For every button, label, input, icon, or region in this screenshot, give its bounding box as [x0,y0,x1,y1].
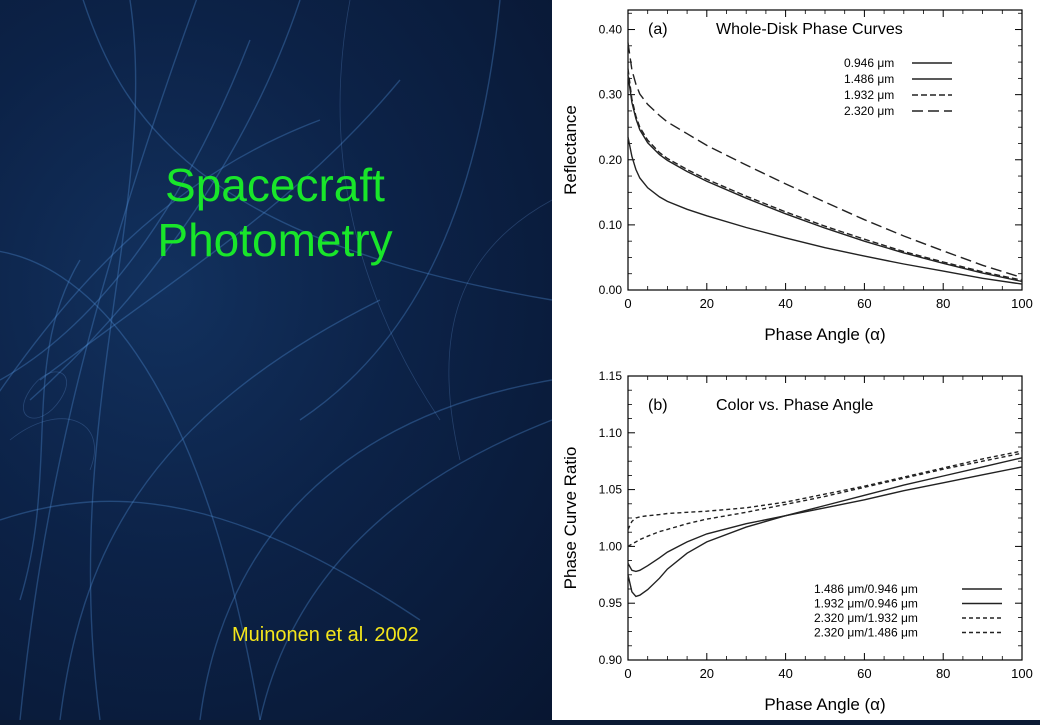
chart-a-x-tick-label: 60 [857,296,871,311]
chart-a-y-tick-label: 0.40 [599,23,623,37]
chart-b-legend-label-1: 1.486 μm/0.946 μm [814,582,918,596]
chart-a-x-tick-label: 80 [936,296,950,311]
chart-b-x-tick-label: 20 [700,666,714,681]
chart-a-y-tick-label: 0.30 [599,88,623,102]
chart-a-series-line-4 [627,42,1023,279]
chart-b-x-tick-label: 60 [857,666,871,681]
slide-title: Spacecraft Photometry [110,158,440,268]
chart-a-x-tick-label: 20 [700,296,714,311]
chart-b-y-axis-label: Phase Curve Ratio [561,447,580,590]
chart-b-legend-label-4: 2.320 μm/1.486 μm [814,626,918,640]
chart-a-y-tick-label: 0.10 [599,218,623,232]
chart-b-legend-label-3: 2.320 μm/1.932 μm [814,611,918,625]
chart-b-y-tick-label: 1.00 [599,539,623,553]
chart-b-series-line-1 [627,466,1023,573]
chart-b-x-tick-label: 40 [778,666,792,681]
chart-a-legend-label-1: 0.946 μm [844,56,894,70]
chart-a-legend-label-2: 1.486 μm [844,72,894,86]
slide-background-panel: Spacecraft Photometry Muinonen et al. 20… [0,0,552,720]
chart-a-y-tick-label: 0.00 [599,283,623,297]
citation-text: Muinonen et al. 2002 [232,624,419,646]
chart-b-x-tick-label: 0 [624,666,631,681]
chart-a-series-line-3 [627,68,1023,281]
chart-b-series-line-4 [627,452,1023,548]
chart-a-panel-label: (a) [648,21,668,38]
chart-a-y-tick-label: 0.20 [599,153,623,167]
chart-b-y-tick-label: 0.90 [599,653,623,667]
slide-title-line-1: Spacecraft [165,159,385,211]
phase-curve-figure: 0 20 40 60 80 100 0.00 0.10 0.20 0.30 0.40 Phase An… [561,9,1033,714]
chart-a-series-line-1 [627,136,1023,285]
chart-a-y-axis-label: Reflectance [561,105,580,195]
chart-b-x-axis-label: Phase Angle (α) [764,695,885,714]
chart-a-x-axis-label: Phase Angle (α) [764,325,885,344]
chart-a-series-line-2 [627,75,1023,283]
slide-title-line-2: Photometry [157,214,393,266]
chart-b-title: Color vs. Phase Angle [716,397,874,414]
chart-a-x-tick-label: 40 [778,296,792,311]
chart-b-y-tick-label: 0.95 [599,596,623,610]
chart-a-legend-label-4: 2.320 μm [844,104,894,118]
chart-a-legend-label-3: 1.932 μm [844,88,894,102]
chart-b-series-line-2 [627,457,1023,598]
chart-a-title: Whole-Disk Phase Curves [716,21,903,38]
swirl-pattern-image [0,0,552,720]
chart-a-x-tick-label: 100 [1011,296,1033,311]
chart-b-panel-label: (b) [648,397,668,414]
figure-panel: 0 20 40 60 80 100 0.00 0.10 0.20 0.30 0.40 Phase An… [552,0,1040,720]
chart-b-series-line-3 [627,450,1023,530]
chart-a-x-tick-label: 0 [624,296,631,311]
chart-b-x-tick-label: 80 [936,666,950,681]
chart-b-legend-label-2: 1.932 μm/0.946 μm [814,597,918,611]
chart-b-y-tick-label: 1.05 [599,483,623,497]
chart-b-y-tick-label: 1.15 [599,369,623,383]
chart-b-x-tick-label: 100 [1011,666,1033,681]
chart-b-y-tick-label: 1.10 [599,426,623,440]
